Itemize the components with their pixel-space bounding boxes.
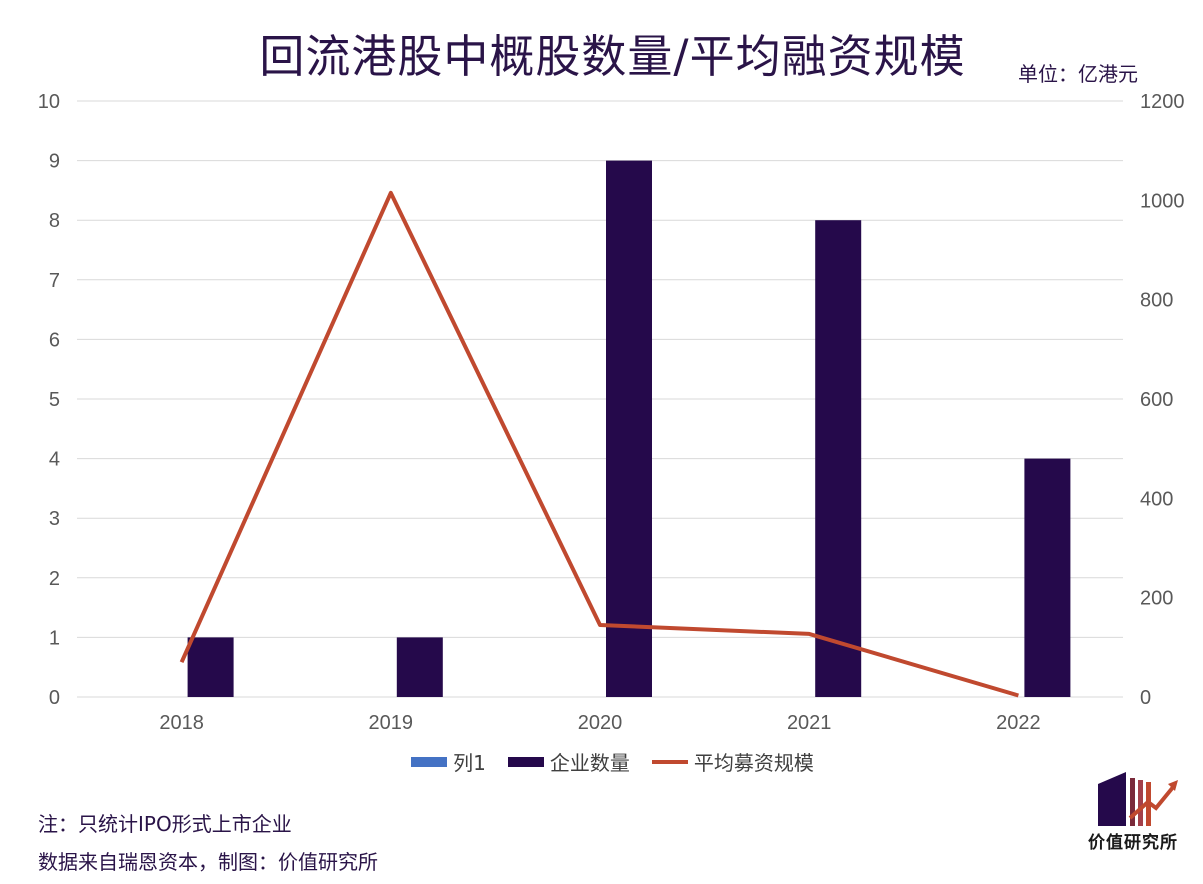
chart-title: 回流港股中概股数量/平均融资规模 — [259, 30, 966, 83]
left-tick-label: 2 — [49, 568, 60, 590]
bar-company-count — [606, 160, 652, 698]
legend-item-company-count: 企业数量 — [507, 747, 630, 776]
logo-text: 价值研究所 — [1088, 833, 1178, 853]
legend-item-avg-raise: 平均募资规模 — [651, 747, 814, 776]
legend-label-company-count: 企业数量 — [549, 751, 630, 775]
left-tick-label: 9 — [49, 151, 60, 173]
left-tick-label: 3 — [49, 508, 60, 530]
legend-label-avg-raise: 平均募资规模 — [693, 751, 814, 775]
note-source: 数据来自瑞恩资本，制图：价值研究所 — [38, 850, 378, 874]
x-tick-label: 2020 — [578, 712, 623, 734]
right-tick-label: 800 — [1140, 290, 1173, 312]
x-axis-ticks: 2018 2019 2020 2021 2022 — [159, 712, 1040, 734]
bar-company-count — [187, 637, 234, 697]
note-ipo-only: 注：只统计IPO形式上市企业 — [38, 812, 292, 836]
bar-company-count — [815, 220, 862, 697]
gridlines — [77, 100, 1123, 698]
legend-swatch-avg-raise — [651, 759, 688, 764]
logo-mark-icon — [1098, 772, 1178, 826]
right-tick-label: 1000 — [1140, 190, 1185, 212]
right-tick-label: 600 — [1140, 389, 1173, 411]
bar-company-count — [396, 637, 443, 697]
legend-label-series-1: 列1 — [453, 751, 486, 775]
left-tick-label: 0 — [49, 687, 60, 709]
right-tick-label: 1200 — [1140, 91, 1185, 113]
x-tick-label: 2019 — [369, 712, 414, 734]
unit-label: 单位：亿港元 — [1018, 62, 1138, 86]
bar-company-count — [1024, 458, 1071, 697]
line-avg-raise — [179, 190, 1019, 698]
bar-series — [187, 160, 1071, 698]
x-tick-label: 2021 — [787, 712, 832, 734]
x-tick-label: 2022 — [996, 712, 1041, 734]
line-series — [179, 190, 1019, 698]
left-tick-label: 10 — [38, 91, 60, 113]
left-tick-label: 6 — [49, 329, 60, 351]
left-axis-ticks: 0 1 2 3 4 5 6 7 8 9 10 — [38, 91, 60, 709]
legend-item-series-1: 列1 — [411, 747, 486, 776]
legend: 列1 企业数量 平均募资规模 — [0, 747, 1203, 776]
x-tick-label: 2018 — [159, 712, 204, 734]
right-axis-ticks: 0 200 400 600 800 1000 1200 — [1140, 91, 1185, 709]
left-tick-label: 1 — [49, 627, 60, 649]
legend-swatch-series-1 — [411, 756, 448, 767]
left-tick-label: 8 — [49, 210, 60, 232]
brand-logo: 价值研究所 — [1078, 768, 1188, 858]
legend-swatch-company-count — [507, 756, 544, 767]
right-tick-label: 200 — [1140, 588, 1173, 610]
right-tick-label: 0 — [1140, 687, 1151, 709]
left-tick-label: 5 — [49, 389, 60, 411]
left-tick-label: 4 — [49, 449, 60, 471]
left-tick-label: 7 — [49, 270, 60, 292]
right-tick-label: 400 — [1140, 488, 1173, 510]
